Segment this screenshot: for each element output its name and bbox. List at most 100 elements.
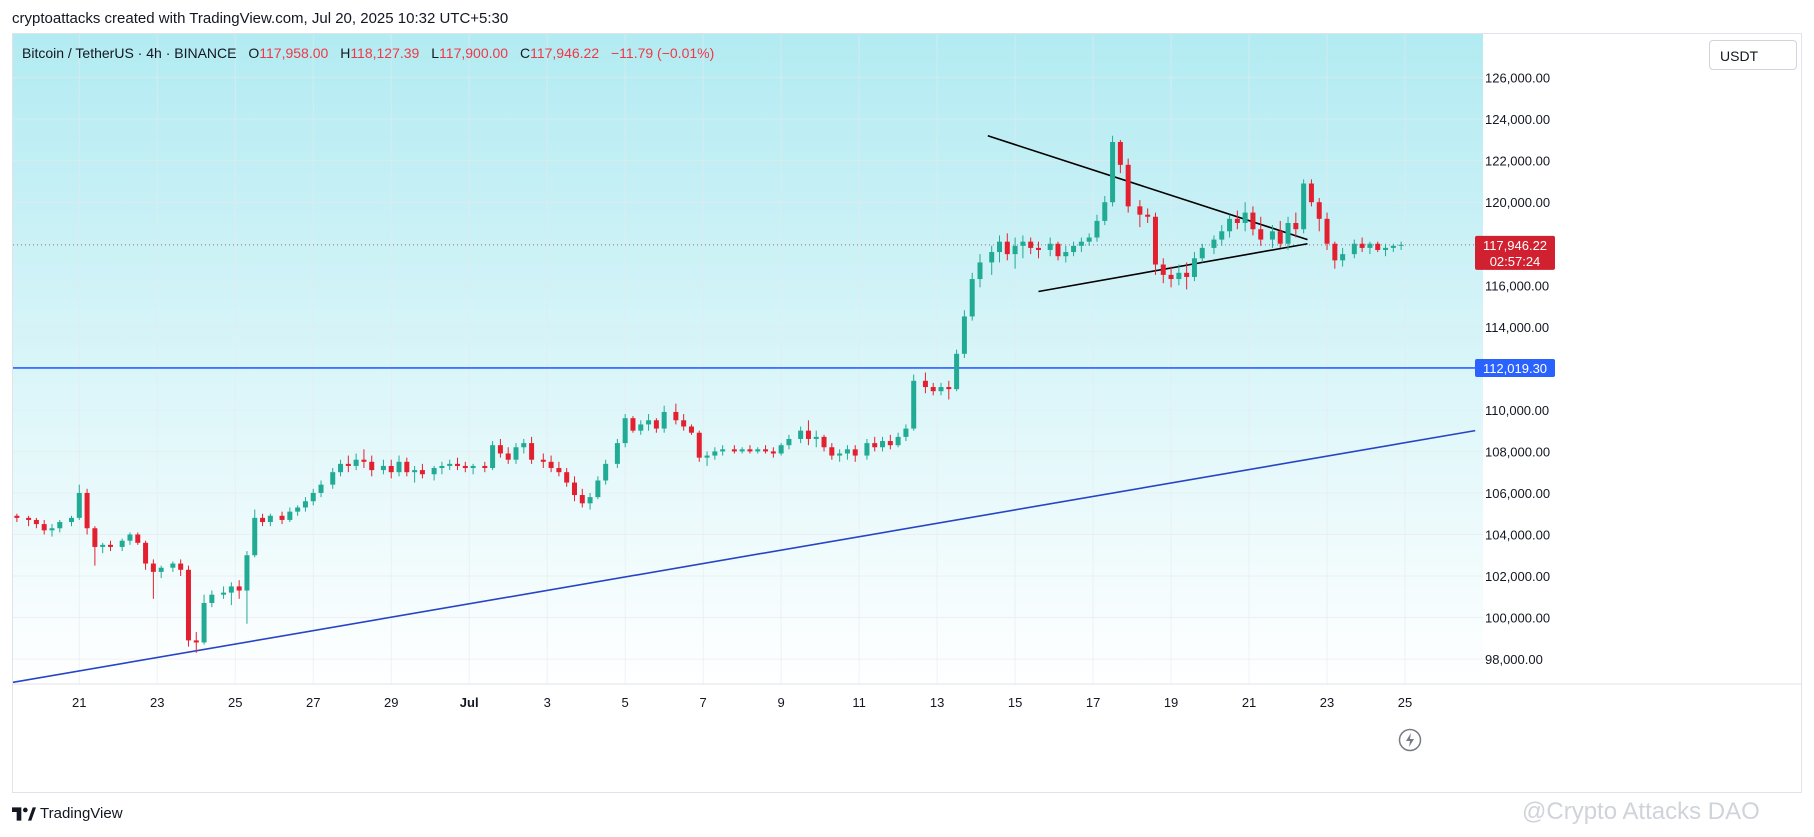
candle bbox=[579, 488, 585, 508]
candle-body bbox=[490, 445, 496, 469]
price-tick-label: 120,000.00 bbox=[1485, 195, 1550, 210]
candle bbox=[310, 488, 316, 506]
candle-body bbox=[1316, 202, 1322, 219]
candle bbox=[49, 524, 55, 537]
candle-body bbox=[1047, 243, 1053, 250]
candle bbox=[989, 245, 995, 275]
candle bbox=[1160, 258, 1166, 284]
candle bbox=[996, 235, 1002, 263]
candle-body bbox=[68, 517, 74, 523]
candle bbox=[786, 434, 792, 450]
candle-body bbox=[529, 443, 535, 460]
candle bbox=[770, 447, 776, 458]
candle bbox=[221, 586, 227, 599]
candle bbox=[135, 532, 141, 545]
candle-body bbox=[829, 447, 835, 456]
candle bbox=[977, 254, 983, 288]
candle bbox=[1063, 245, 1069, 263]
time-tick-label: 13 bbox=[930, 695, 944, 710]
last-price-label: 117,946.22 bbox=[1483, 238, 1547, 253]
candle-body bbox=[330, 472, 336, 485]
time-tick-label: 25 bbox=[1398, 695, 1412, 710]
candle-body bbox=[922, 380, 928, 388]
candle-body bbox=[158, 567, 164, 572]
chart-area[interactable]: 126,000.00 124,000.00 122,000.00 120,000.00… bbox=[12, 33, 1802, 793]
candle-body bbox=[1020, 241, 1026, 246]
drawing-lines bbox=[13, 134, 1483, 684]
candle bbox=[930, 382, 936, 396]
candle bbox=[603, 459, 609, 485]
candle-body bbox=[786, 438, 792, 446]
candle bbox=[1191, 252, 1197, 282]
candle bbox=[1316, 198, 1322, 232]
candle bbox=[1137, 200, 1143, 228]
candle-body bbox=[287, 511, 293, 520]
footer-logo[interactable]: TradingView bbox=[12, 805, 123, 822]
footer-brand: TradingView bbox=[40, 805, 123, 822]
candle-body bbox=[630, 418, 636, 431]
time-tick-label: 23 bbox=[1320, 695, 1334, 710]
time-tick-label: Jul bbox=[460, 695, 479, 710]
candle-body bbox=[353, 459, 359, 466]
candle-body bbox=[895, 436, 901, 446]
candle-body bbox=[513, 447, 519, 460]
candle-body bbox=[439, 465, 445, 469]
candle-body bbox=[345, 463, 351, 466]
candle bbox=[76, 484, 82, 520]
candle-body bbox=[704, 455, 710, 458]
candle bbox=[521, 438, 527, 454]
candle bbox=[1047, 237, 1053, 257]
candle-body bbox=[1324, 218, 1330, 244]
candle bbox=[33, 517, 39, 529]
candle bbox=[143, 540, 149, 570]
candle bbox=[513, 443, 519, 464]
candle bbox=[380, 459, 386, 475]
candle-body bbox=[1184, 272, 1190, 277]
candle bbox=[228, 582, 234, 606]
candle bbox=[622, 414, 628, 448]
candle bbox=[178, 559, 184, 577]
candle-body bbox=[482, 465, 488, 469]
candle-body bbox=[170, 563, 176, 568]
candle bbox=[661, 405, 667, 433]
candle-body bbox=[1219, 231, 1225, 240]
candle-body bbox=[193, 640, 199, 643]
candlestick-chart[interactable]: 126,000.00 124,000.00 122,000.00 120,000.00… bbox=[13, 34, 1802, 793]
candle bbox=[1102, 195, 1108, 226]
candle-body bbox=[739, 449, 745, 452]
candle-body bbox=[1227, 218, 1233, 232]
candle bbox=[318, 480, 324, 498]
candle-body bbox=[622, 418, 628, 444]
candle bbox=[345, 455, 351, 473]
candle-body bbox=[989, 252, 995, 263]
candle bbox=[447, 459, 453, 471]
candle bbox=[107, 540, 113, 552]
candle-body bbox=[911, 380, 917, 429]
price-tick-label: 100,000.00 bbox=[1485, 611, 1550, 626]
candle-body bbox=[821, 436, 827, 448]
candle-body bbox=[1160, 264, 1166, 275]
candle-body bbox=[1094, 220, 1100, 238]
candle bbox=[353, 453, 359, 471]
currency-button[interactable]: USDT bbox=[1709, 40, 1797, 70]
price-tick-label: 110,000.00 bbox=[1485, 403, 1549, 418]
candle bbox=[805, 420, 811, 446]
candle bbox=[295, 505, 301, 516]
candle bbox=[872, 436, 878, 452]
time-tick-label: 29 bbox=[384, 695, 398, 710]
candle-body bbox=[813, 436, 819, 439]
high-value: 118,127.39 bbox=[350, 45, 420, 61]
candle bbox=[236, 580, 242, 599]
candle bbox=[1332, 241, 1338, 269]
candle-body bbox=[1285, 222, 1291, 244]
candle-body bbox=[1375, 243, 1381, 250]
candle bbox=[1020, 235, 1026, 259]
candle-body bbox=[595, 480, 601, 498]
candle-body bbox=[252, 517, 258, 556]
candle bbox=[1028, 237, 1034, 255]
time-tick-label: 7 bbox=[700, 695, 707, 710]
bolt-icon[interactable] bbox=[1398, 728, 1422, 757]
candle bbox=[209, 590, 215, 608]
candle-body bbox=[455, 463, 461, 466]
candle bbox=[1117, 139, 1123, 174]
